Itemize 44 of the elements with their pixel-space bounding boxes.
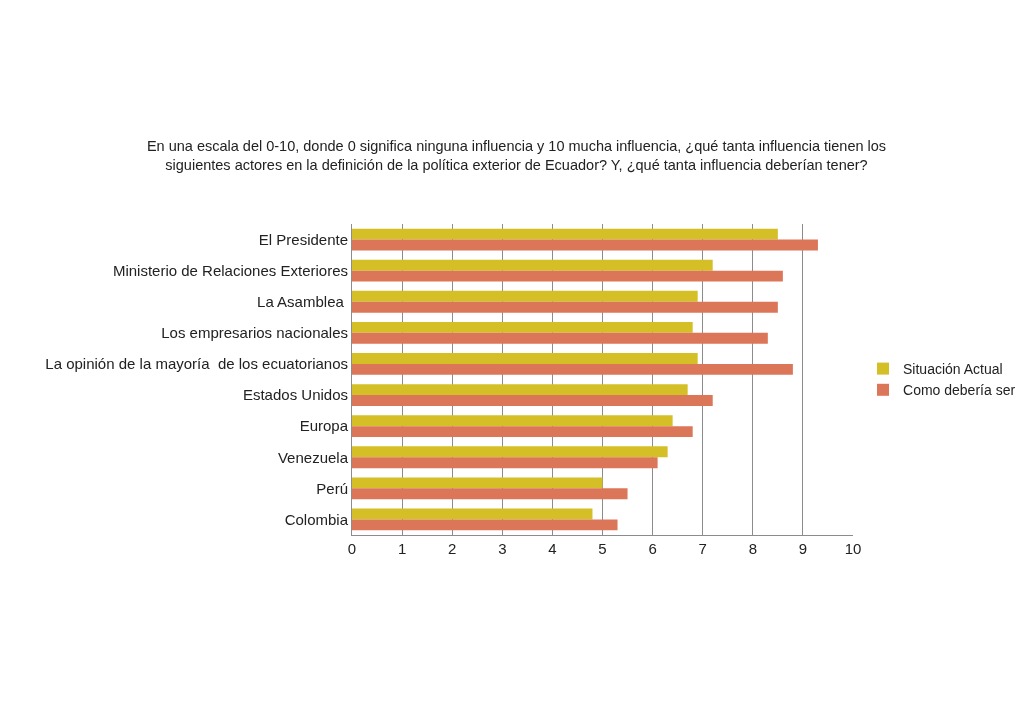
y-tick-label: La Asamblea [257,293,348,310]
x-tick-label: 1 [397,540,407,557]
x-tick-label: 5 [598,540,607,557]
bar [352,457,658,469]
y-tick-label: Colombia [284,510,349,528]
y-tick-label: Los empresarios nacionales [161,324,348,342]
chart-title: En una escala del 0-10, donde 0 significa ninguna influencia y 10 mucha influencia, ¿qué tanta influencia tienen los siguientes actores en la definición de la política exterior de Ecuador? Y, ¿qué tanta influencia deberían tener? [146,138,887,174]
bar [352,353,698,364]
y-tick-label: Perú [316,479,348,497]
bar [352,228,778,240]
bar [352,384,688,396]
bar [352,321,693,333]
y-tick-label: Europa [299,417,349,435]
x-tick-label: 2 [448,540,457,557]
bar [352,446,668,458]
bar [352,301,778,313]
x-tick-label: 4 [548,540,557,557]
x-tick-label: 6 [648,540,657,557]
bar [352,488,628,500]
y-tick-label: Ministerio de Relaciones Exteriores [112,261,348,279]
bar [352,270,783,282]
x-tick-label: 8 [748,540,757,557]
bar [352,426,693,438]
x-tick-label: 9 [798,540,808,557]
x-tick-label: 10 [844,540,862,557]
x-tick-label: 7 [698,540,707,557]
bar [352,508,593,520]
bar [352,363,793,375]
x-tick-label: 0 [347,540,357,557]
bar [352,395,713,406]
bar [352,519,618,531]
bar [352,290,698,302]
y-tick-label: El Presidente [258,230,348,248]
legend-label: Como debería ser [903,382,1016,399]
y-tick-label: Estados Unidos [242,386,348,404]
bar [352,415,673,427]
bar [352,332,768,344]
bar [352,477,603,489]
y-tick-label: Venezuela [277,448,349,466]
x-tick-label: 3 [498,540,507,557]
bar [352,259,713,271]
bar [352,239,818,251]
legend-label: Situación Actual [903,361,1003,378]
y-tick-label: La opinión de la mayoría de los ecuatorianos [45,355,348,373]
